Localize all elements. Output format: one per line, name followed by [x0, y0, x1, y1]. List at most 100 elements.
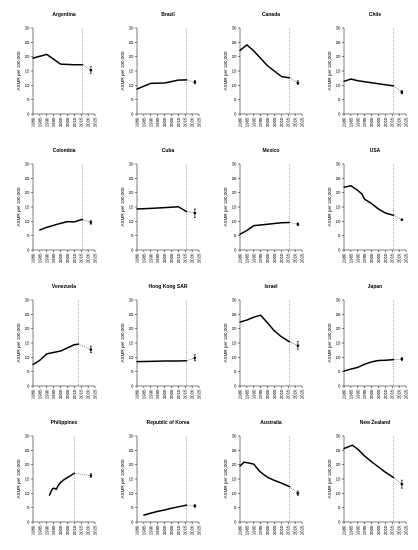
y-tick-label: 0	[131, 520, 134, 525]
y-axis-label: ASMR per 100,000	[327, 187, 332, 227]
x-tick-label: 1985	[141, 253, 146, 263]
x-tick-label: 1985	[37, 389, 42, 399]
y-tick-label: 30	[336, 434, 341, 439]
projection-point	[296, 344, 300, 347]
x-tick-label: 1990	[44, 117, 49, 127]
y-tick-label: 10	[336, 219, 341, 224]
x-tick-label: 2020	[397, 389, 402, 399]
x-tick-label: 1995	[155, 253, 160, 263]
x-tick-label: 1980	[31, 389, 36, 399]
y-tick-label: 0	[234, 384, 237, 389]
x-tick-label: 1990	[148, 525, 153, 535]
x-tick-label: 1995	[155, 525, 160, 535]
panel-title: New Zealand	[360, 420, 391, 426]
y-tick-label: 0	[338, 112, 341, 117]
y-tick-label: 20	[232, 190, 237, 195]
y-tick-label: 5	[27, 233, 30, 238]
series-line	[343, 78, 395, 87]
x-tick-label: 2025	[404, 117, 409, 127]
projection-line	[393, 477, 403, 485]
y-tick-label: 5	[131, 505, 134, 510]
x-tick-label: 1990	[355, 389, 360, 399]
y-axis-label: ASMR per 100,000	[120, 323, 125, 363]
series-line	[32, 53, 84, 66]
x-tick-label: 1995	[362, 389, 367, 399]
x-tick-label: 1995	[51, 389, 56, 399]
x-tick-label: 2020	[86, 253, 91, 263]
series-line	[48, 472, 76, 496]
projection-point	[193, 80, 197, 84]
x-tick-label: 2020	[293, 389, 298, 399]
panel-title: Canada	[262, 12, 280, 18]
x-tick-label: 2015	[183, 117, 188, 127]
x-tick-label: 1995	[258, 525, 263, 535]
series-line	[32, 343, 80, 366]
x-tick-label: 2010	[279, 117, 284, 127]
series-line	[343, 444, 395, 479]
panel-title: Argentina	[52, 12, 76, 18]
y-tick-label: 20	[129, 190, 134, 195]
y-tick-label: 5	[27, 505, 30, 510]
y-tick-label: 25	[336, 312, 341, 317]
x-tick-label: 2025	[197, 389, 202, 399]
y-tick-label: 30	[25, 434, 30, 439]
projection-point	[193, 356, 197, 360]
y-tick-label: 10	[25, 219, 30, 224]
y-tick-label: 15	[25, 205, 30, 210]
x-tick-label: 2000	[265, 253, 270, 263]
projection-point	[193, 211, 197, 215]
projection-line	[186, 211, 195, 214]
y-tick-label: 5	[27, 97, 30, 102]
x-tick-label: 2000	[162, 117, 167, 127]
y-axis-label: ASMR per 100,000	[223, 323, 228, 363]
x-tick-label: 2010	[72, 253, 77, 263]
projection-line	[186, 504, 195, 507]
y-tick-label: 5	[338, 505, 341, 510]
y-tick-label: 25	[129, 312, 134, 317]
x-tick-label: 2005	[169, 117, 174, 127]
y-tick-label: 20	[129, 54, 134, 59]
y-axis-label: ASMR per 100,000	[120, 187, 125, 227]
x-tick-label: 2025	[404, 525, 409, 535]
x-tick-label: 2000	[162, 389, 167, 399]
panel-title: Hong Kong SAR	[149, 284, 188, 290]
y-tick-label: 5	[338, 97, 341, 102]
x-tick-label: 2015	[286, 389, 291, 399]
x-tick-label: 2015	[390, 525, 395, 535]
x-tick-label: 1995	[51, 117, 56, 127]
y-tick-label: 5	[27, 369, 30, 374]
x-tick-label: 2020	[86, 117, 91, 127]
x-tick-label: 1990	[355, 117, 360, 127]
y-tick-label: 20	[336, 190, 341, 195]
projection-line	[393, 358, 402, 360]
panel-title: USA	[370, 148, 381, 154]
y-tick-label: 25	[232, 448, 237, 453]
x-tick-label: 2000	[369, 117, 374, 127]
y-tick-label: 5	[234, 505, 237, 510]
y-tick-label: 0	[131, 112, 134, 117]
y-tick-label: 0	[234, 520, 237, 525]
x-tick-label: 2010	[176, 389, 181, 399]
series-line	[239, 221, 291, 235]
x-tick-label: 1990	[251, 117, 256, 127]
x-tick-label: 1990	[251, 253, 256, 263]
x-tick-label: 2025	[300, 389, 305, 399]
x-tick-label: 1990	[148, 389, 153, 399]
y-tick-label: 15	[336, 477, 341, 482]
panel-title: Japan	[368, 284, 382, 290]
y-tick-label: 10	[129, 355, 134, 360]
y-tick-label: 25	[129, 40, 134, 45]
x-tick-label: 2020	[293, 253, 298, 263]
x-tick-label: 1990	[44, 389, 49, 399]
y-tick-label: 5	[234, 369, 237, 374]
x-tick-label: 1990	[355, 253, 360, 263]
x-tick-label: 2015	[183, 389, 188, 399]
y-tick-label: 25	[232, 40, 237, 45]
y-tick-label: 25	[129, 448, 134, 453]
